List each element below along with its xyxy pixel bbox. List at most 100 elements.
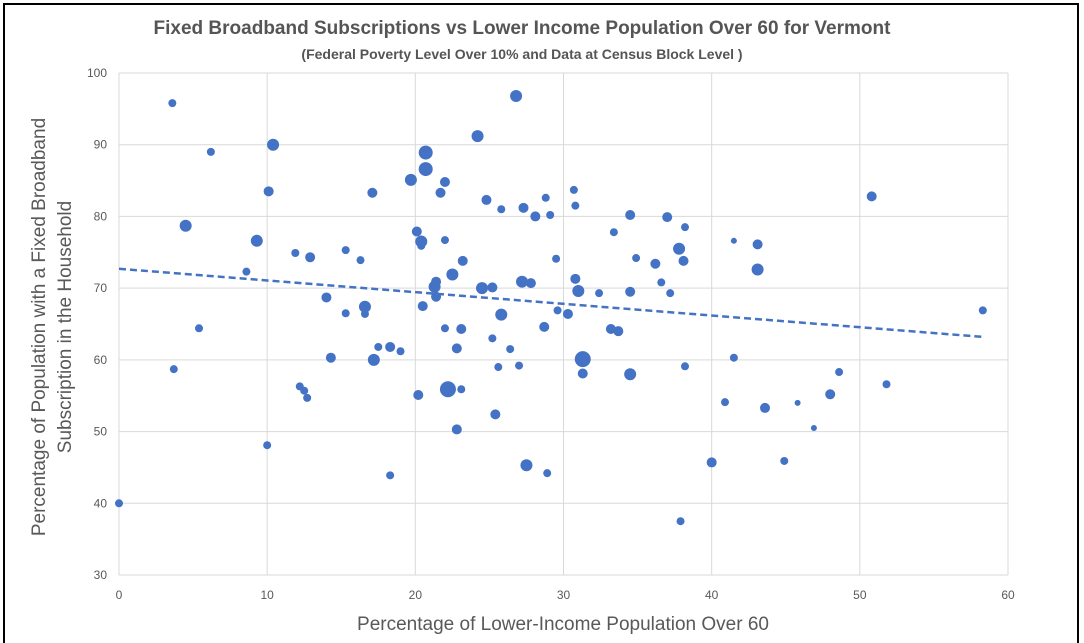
data-point [303, 393, 312, 402]
data-point [625, 286, 636, 297]
data-point [662, 212, 673, 223]
data-point [440, 324, 449, 333]
data-point [595, 289, 604, 298]
data-point [168, 99, 177, 108]
data-point [263, 441, 272, 450]
data-point [404, 173, 417, 186]
data-point [115, 499, 123, 508]
data-points [115, 89, 987, 526]
data-point [650, 258, 661, 269]
data-point [457, 255, 468, 266]
data-point [543, 469, 552, 478]
data-point [752, 239, 763, 250]
data-point [571, 201, 580, 210]
data-point [539, 321, 550, 332]
data-point [613, 326, 624, 337]
y-tick-label: 100 [87, 66, 107, 80]
chart-frame [3, 3, 1079, 643]
y-tick-label: 40 [94, 496, 108, 510]
data-point [488, 334, 497, 343]
data-point [385, 341, 396, 352]
data-point [440, 236, 449, 245]
data-point [360, 309, 369, 318]
data-point [386, 471, 395, 480]
data-point [515, 361, 524, 370]
y-tick-label: 90 [94, 138, 108, 152]
x-tick-label: 30 [557, 588, 571, 602]
data-point [451, 424, 462, 435]
data-point [497, 205, 506, 214]
data-point [195, 324, 204, 333]
data-point [866, 191, 877, 202]
y-axis-ticks: 30 40 50 60 70 80 90 100 [87, 66, 107, 582]
data-point [321, 292, 332, 303]
data-point [552, 254, 561, 263]
data-point [562, 308, 573, 319]
data-point [676, 517, 685, 526]
data-point [525, 278, 536, 289]
data-point [341, 246, 350, 255]
data-point [471, 130, 484, 143]
x-tick-label: 60 [1001, 588, 1015, 602]
data-point [516, 275, 529, 288]
data-point [978, 306, 987, 315]
data-point [263, 186, 274, 197]
data-point [518, 202, 529, 213]
data-point [632, 254, 641, 263]
data-point [794, 399, 801, 406]
data-point [417, 301, 428, 312]
data-point [367, 187, 378, 198]
data-point [476, 282, 489, 295]
data-point [510, 89, 523, 102]
data-point [706, 457, 717, 468]
data-point [624, 368, 637, 381]
data-point [569, 185, 578, 194]
chart-subtitle: (Federal Poverty Level Over 10% and Data… [301, 46, 742, 62]
data-point [609, 228, 618, 237]
data-point [678, 255, 689, 266]
data-point [439, 177, 450, 188]
x-tick-label: 10 [260, 588, 274, 602]
data-point [574, 351, 591, 368]
data-point [721, 398, 730, 407]
y-axis-label-line1: Percentage of Population with a Fixed Br… [29, 118, 50, 536]
x-tick-label: 0 [116, 588, 123, 602]
data-point [570, 273, 581, 284]
data-point [625, 209, 636, 220]
data-point [481, 194, 492, 205]
data-point [179, 219, 192, 232]
x-tick-label: 50 [853, 588, 867, 602]
trendline [118, 267, 983, 339]
data-point [680, 362, 689, 371]
data-point [553, 306, 562, 315]
data-point [374, 342, 383, 351]
x-tick-label: 40 [705, 588, 719, 602]
data-point [417, 241, 426, 250]
y-axis-label-line2: Subscription in the Household [55, 201, 76, 453]
x-axis-label: Percentage of Lower-Income Population Ov… [357, 614, 769, 634]
data-point [451, 343, 462, 354]
data-point [657, 278, 666, 287]
data-point [506, 345, 515, 354]
data-point [546, 210, 555, 219]
data-point [206, 147, 215, 156]
data-point [431, 276, 442, 287]
data-point [305, 252, 316, 263]
data-point [267, 138, 280, 151]
x-axis-ticks: 0 10 20 30 40 50 60 [116, 588, 1015, 602]
data-point [673, 242, 686, 255]
data-point [411, 226, 422, 237]
y-tick-label: 60 [94, 353, 108, 367]
data-point [396, 347, 405, 356]
data-point [356, 256, 365, 265]
data-point [490, 409, 501, 420]
data-point [435, 187, 446, 198]
data-point [439, 381, 456, 398]
y-tick-label: 70 [94, 281, 108, 295]
data-point [520, 459, 533, 472]
data-point [291, 249, 300, 258]
data-point [242, 267, 251, 276]
data-point [780, 456, 789, 465]
data-point [810, 424, 817, 431]
